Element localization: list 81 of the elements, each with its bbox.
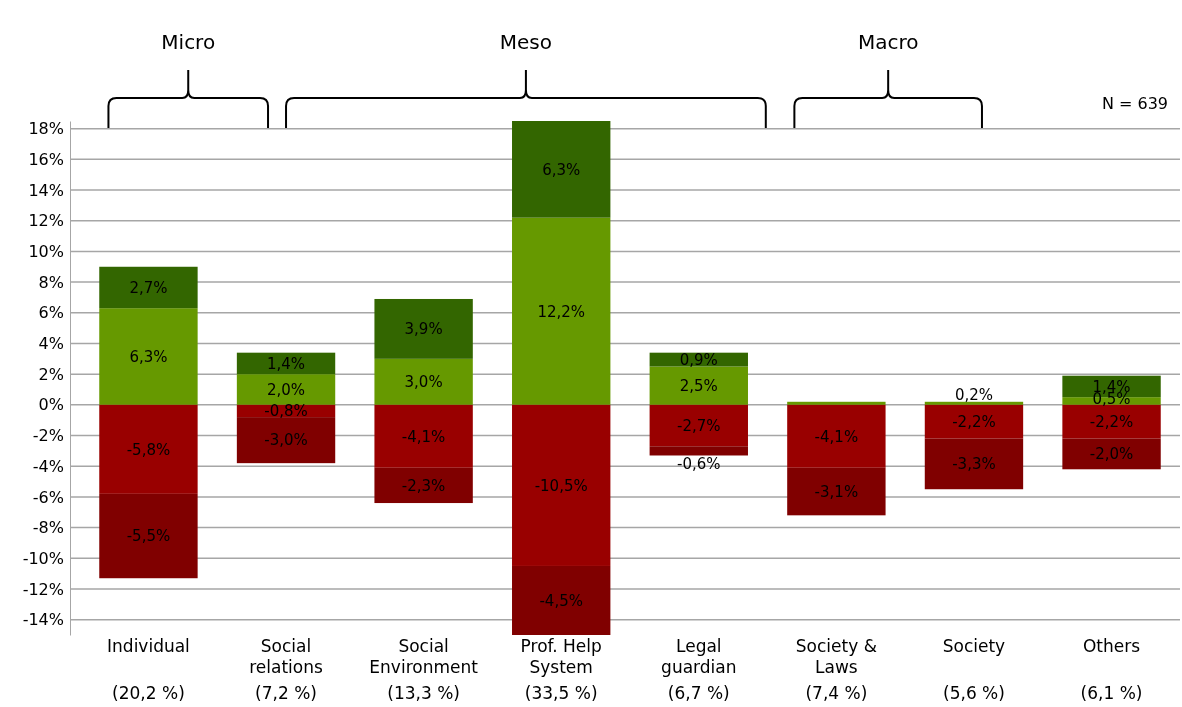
y-tick-label: 8% xyxy=(38,272,64,292)
bar xyxy=(512,217,611,405)
data-label: -2,7% xyxy=(677,416,721,435)
data-label: -4,1% xyxy=(814,427,859,446)
data-label: 12,2% xyxy=(537,302,586,321)
x-tick-label: Prof. Help System (33,5 %) xyxy=(520,636,602,703)
x-tick-label: Social relations (7,2 %) xyxy=(249,636,323,703)
bar xyxy=(787,467,886,516)
bar xyxy=(649,446,748,456)
y-tick-label: 0% xyxy=(38,395,64,415)
bar xyxy=(99,404,198,494)
y-tick-label: -14% xyxy=(22,610,64,630)
data-label: 2,7% xyxy=(129,278,168,297)
y-tick-label: 6% xyxy=(38,303,64,323)
data-label: -0,8% xyxy=(264,402,308,421)
y-tick-label: -8% xyxy=(32,518,64,538)
bar xyxy=(512,565,611,635)
y-tick-label: -6% xyxy=(32,487,64,507)
bar xyxy=(787,401,886,405)
bar xyxy=(512,404,611,566)
y-tick-label: -2% xyxy=(32,426,64,446)
data-label: -2,0% xyxy=(1089,445,1134,464)
data-label: 2,5% xyxy=(679,376,718,395)
data-label: 0,2% xyxy=(954,385,994,404)
data-label: 3,9% xyxy=(404,320,443,339)
data-label: 3,0% xyxy=(404,373,443,392)
bar xyxy=(374,404,473,468)
y-tick-label: -12% xyxy=(22,579,64,599)
y-tick-label: 16% xyxy=(28,149,64,169)
data-label: -4,5% xyxy=(539,591,583,610)
data-label: 6,3% xyxy=(129,347,168,366)
x-tick-label: Social Environment (13,3 %) xyxy=(369,636,479,703)
y-tick-label: 2% xyxy=(38,364,64,384)
data-label: -2,3% xyxy=(401,476,446,495)
bar xyxy=(374,467,473,504)
data-label: -0,6% xyxy=(677,455,721,474)
bar xyxy=(512,121,611,218)
text: Meso xyxy=(499,30,553,54)
x-tick-label: Legal guardian (6,7 %) xyxy=(661,636,737,703)
y-tick-label: 12% xyxy=(28,211,64,231)
data-label: -4,1% xyxy=(401,427,446,446)
y-tick-label: 18% xyxy=(28,119,64,139)
text: Micro xyxy=(161,30,216,54)
data-label: -5,5% xyxy=(126,527,171,546)
bar xyxy=(236,374,336,405)
y-tick-label: -4% xyxy=(32,456,64,476)
bar xyxy=(99,308,198,405)
bar xyxy=(1062,404,1161,439)
y-tick-label: 4% xyxy=(38,334,64,354)
bar xyxy=(99,493,198,579)
bar xyxy=(924,401,1024,405)
text: Macro xyxy=(857,30,919,54)
data-label: 6,3% xyxy=(542,160,581,179)
bar xyxy=(374,298,473,359)
data-label: -10,5% xyxy=(534,476,588,495)
bar xyxy=(649,366,748,405)
data-label: -3,0% xyxy=(264,431,308,450)
data-label: -3,1% xyxy=(814,482,859,501)
bar xyxy=(1062,438,1161,470)
data-label: 2,0% xyxy=(266,380,306,399)
data-label: 1,4% xyxy=(266,354,306,373)
bar xyxy=(236,417,336,464)
text: N = 639 xyxy=(1101,94,1168,113)
data-label: -2,2% xyxy=(1089,412,1134,431)
bar xyxy=(374,358,473,405)
category-label: Society (5,6 %) xyxy=(942,636,1006,703)
category-label: Others (6,1 %) xyxy=(1080,636,1143,703)
y-tick-label: 10% xyxy=(28,242,64,262)
category-label: Individual (20,2 %) xyxy=(107,636,190,703)
y-tick-label: 14% xyxy=(28,180,64,200)
bar xyxy=(924,438,1024,490)
bar xyxy=(649,404,748,447)
data-label: 0,9% xyxy=(679,350,718,369)
data-label: -2,2% xyxy=(952,412,996,431)
bar xyxy=(924,404,1024,439)
data-label: -3,3% xyxy=(952,455,996,474)
x-tick-label: Society & Laws (7,4 %) xyxy=(795,636,877,703)
bar xyxy=(787,404,886,468)
y-tick-label: -10% xyxy=(22,548,64,568)
data-label: -5,8% xyxy=(126,440,171,459)
bar xyxy=(99,266,198,309)
